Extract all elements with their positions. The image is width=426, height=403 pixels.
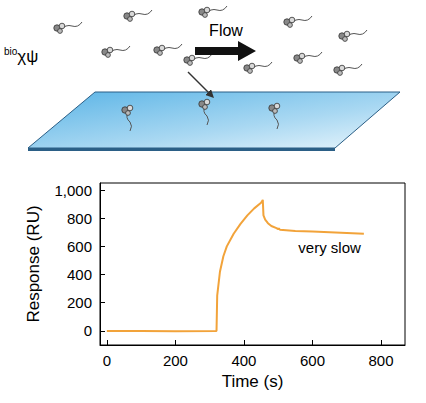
svg-text:800: 800 <box>67 210 92 227</box>
svg-text:200: 200 <box>163 352 188 369</box>
svg-text:400: 400 <box>231 352 256 369</box>
svg-text:0: 0 <box>84 322 92 339</box>
svg-text:Time (s): Time (s) <box>222 372 284 391</box>
svg-text:800: 800 <box>368 352 393 369</box>
svg-text:bioχψ: bioχψ <box>4 46 38 66</box>
svg-text:0: 0 <box>103 352 111 369</box>
svg-text:very slow: very slow <box>298 239 361 256</box>
svg-text:600: 600 <box>300 352 325 369</box>
svg-text:400: 400 <box>67 266 92 283</box>
svg-text:Response (RU): Response (RU) <box>24 205 43 322</box>
svg-text:1,000: 1,000 <box>54 182 92 199</box>
svg-text:600: 600 <box>67 238 92 255</box>
svg-text:Flow: Flow <box>209 22 243 39</box>
svg-text:200: 200 <box>67 294 92 311</box>
